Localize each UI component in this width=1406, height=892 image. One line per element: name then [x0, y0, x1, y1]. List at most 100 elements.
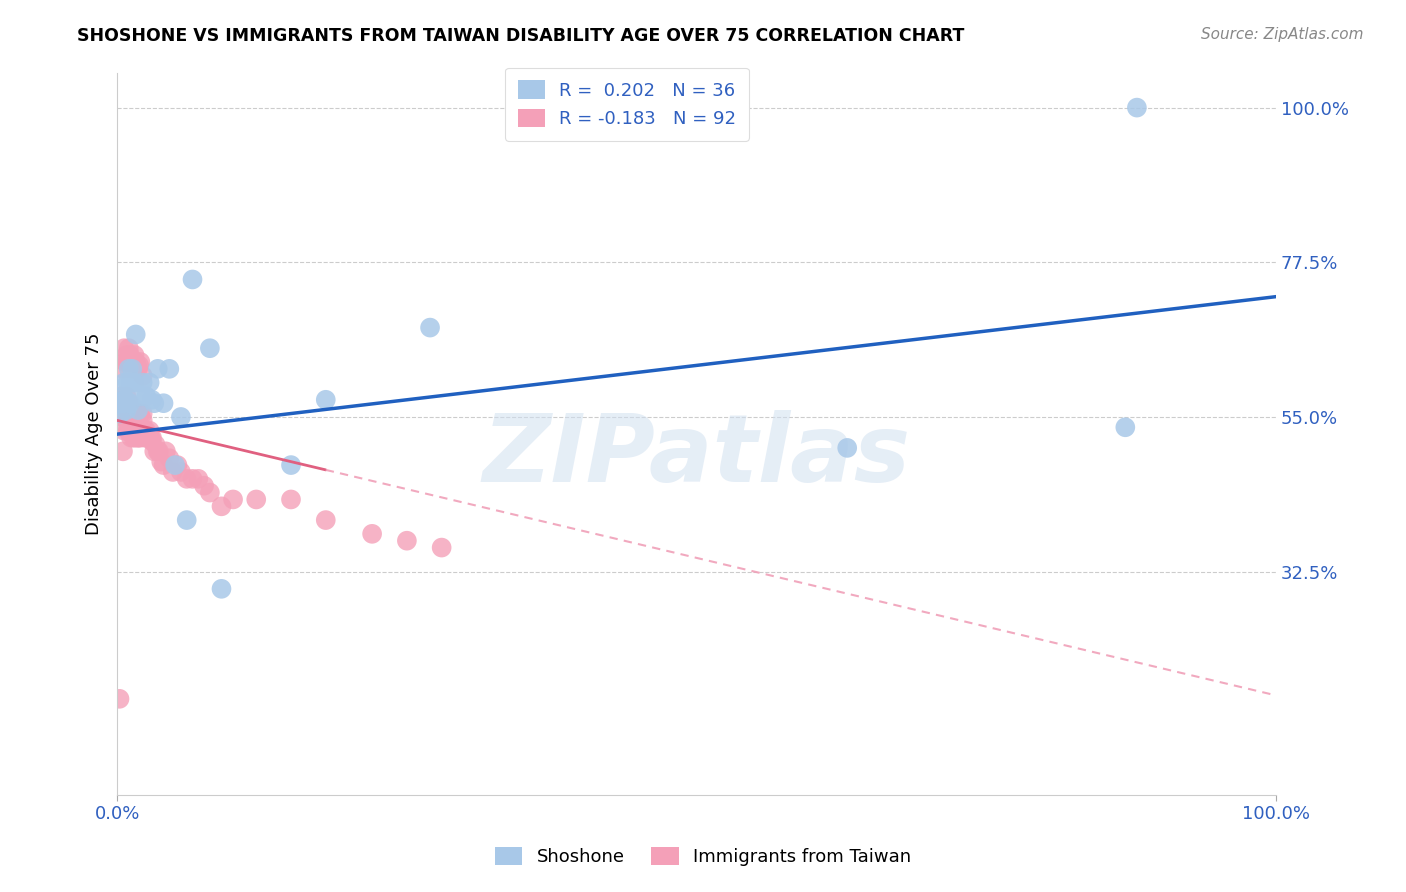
Point — [124, 407, 146, 421]
Point — [112, 392, 135, 407]
Point — [157, 361, 180, 376]
Point — [138, 376, 160, 390]
Point — [125, 424, 148, 438]
Point — [155, 444, 177, 458]
Point — [129, 389, 152, 403]
Point — [111, 444, 134, 458]
Point — [124, 431, 146, 445]
Point — [181, 472, 204, 486]
Point — [165, 458, 187, 472]
Point — [121, 407, 143, 421]
Point — [124, 348, 146, 362]
Point — [118, 407, 141, 421]
Point — [131, 424, 153, 438]
Point — [134, 424, 156, 438]
Point — [181, 272, 204, 286]
Point — [136, 431, 159, 445]
Point — [115, 389, 138, 403]
Point — [315, 513, 337, 527]
Point — [125, 407, 148, 421]
Point — [120, 431, 142, 445]
Point — [162, 465, 184, 479]
Point — [419, 320, 441, 334]
Point — [145, 437, 167, 451]
Point — [108, 691, 131, 706]
Point — [114, 409, 136, 424]
Point — [129, 407, 152, 421]
Point — [148, 444, 170, 458]
Point — [127, 431, 149, 445]
Point — [127, 361, 149, 376]
Point — [112, 341, 135, 355]
Point — [117, 409, 139, 424]
Point — [146, 444, 169, 458]
Point — [430, 541, 453, 555]
Point — [117, 424, 139, 438]
Point — [111, 396, 134, 410]
Point — [128, 359, 150, 373]
Point — [245, 492, 267, 507]
Point — [395, 533, 418, 548]
Point — [280, 492, 302, 507]
Point — [127, 407, 149, 421]
Point — [111, 409, 134, 424]
Point — [131, 376, 153, 390]
Point — [170, 465, 193, 479]
Point — [114, 396, 136, 410]
Point — [138, 424, 160, 438]
Point — [111, 409, 134, 424]
Point — [198, 341, 221, 355]
Point — [115, 409, 138, 424]
Point — [361, 526, 384, 541]
Point — [146, 361, 169, 376]
Point — [138, 431, 160, 445]
Point — [120, 355, 142, 369]
Point — [118, 424, 141, 438]
Point — [837, 441, 859, 455]
Point — [121, 361, 143, 376]
Point — [117, 376, 139, 390]
Point — [157, 451, 180, 466]
Y-axis label: Disability Age Over 75: Disability Age Over 75 — [86, 333, 103, 535]
Point — [118, 341, 141, 355]
Point — [112, 424, 135, 438]
Text: SHOSHONE VS IMMIGRANTS FROM TAIWAN DISABILITY AGE OVER 75 CORRELATION CHART: SHOSHONE VS IMMIGRANTS FROM TAIWAN DISAB… — [77, 27, 965, 45]
Point — [124, 376, 146, 390]
Point — [131, 407, 153, 421]
Point — [135, 424, 157, 438]
Point — [124, 413, 146, 427]
Point — [125, 359, 148, 373]
Point — [222, 492, 245, 507]
Legend: Shoshone, Immigrants from Taiwan: Shoshone, Immigrants from Taiwan — [482, 834, 924, 879]
Point — [120, 407, 142, 421]
Point — [170, 409, 193, 424]
Point — [118, 348, 141, 362]
Point — [129, 355, 152, 369]
Point — [114, 355, 136, 369]
Point — [128, 407, 150, 421]
Point — [143, 444, 166, 458]
Point — [166, 458, 188, 472]
Point — [122, 407, 145, 421]
Text: ZIPatlas: ZIPatlas — [482, 409, 911, 502]
Point — [117, 355, 139, 369]
Legend: R =  0.202   N = 36, R = -0.183   N = 92: R = 0.202 N = 36, R = -0.183 N = 92 — [505, 68, 749, 141]
Point — [139, 431, 162, 445]
Point — [125, 407, 148, 421]
Point — [176, 472, 198, 486]
Point — [121, 361, 143, 376]
Point — [125, 355, 148, 369]
Point — [131, 368, 153, 383]
Point — [118, 407, 141, 421]
Point — [115, 348, 138, 362]
Point — [143, 396, 166, 410]
Point — [132, 424, 155, 438]
Point — [122, 355, 145, 369]
Point — [129, 431, 152, 445]
Point — [121, 424, 143, 438]
Point — [135, 431, 157, 445]
Point — [198, 485, 221, 500]
Point — [193, 479, 215, 493]
Point — [114, 392, 136, 407]
Point — [211, 500, 233, 514]
